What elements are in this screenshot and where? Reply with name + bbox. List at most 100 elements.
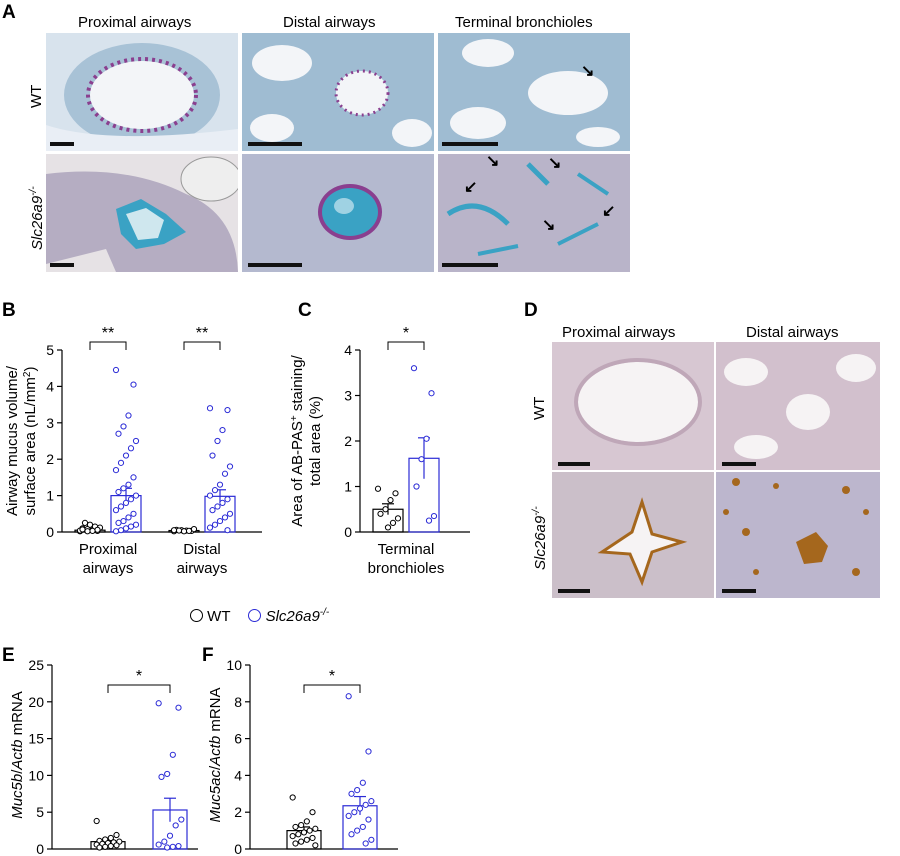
y-tick-label: 4 [46,378,54,394]
data-point [224,406,231,414]
y-tick-label: 25 [28,657,44,673]
data-point [132,521,140,528]
scale-bar [248,142,302,146]
data-point [170,527,178,534]
y-axis-label-gene: Muc5ac [207,770,224,823]
data-point [362,801,369,808]
data-point [120,485,127,492]
significance-label: * [329,668,335,685]
data-point [115,430,122,437]
data-point [354,827,361,834]
panel-a-col-distal: Distal airways [283,14,376,31]
data-point [130,510,137,517]
micrograph-d-ko-distal [716,472,880,598]
data-point [289,794,296,801]
data-point [175,842,182,850]
y-axis-label-gene: Actb [9,740,26,771]
data-point [125,412,132,419]
data-point [306,827,313,834]
data-point [81,519,89,526]
data-point [112,467,120,474]
data-point [94,526,101,533]
category-label: Proximal [79,541,137,558]
data-point [312,842,319,849]
data-point [392,490,399,497]
data-point [359,823,366,831]
significance-bracket [183,341,221,350]
data-point [125,481,132,488]
chart-b: 0 1 2 3 4 5 ** Proximal airways ** Distal airways Ai… [4,325,262,577]
data-point [309,809,316,816]
data-point [155,700,162,707]
data-point [394,515,402,522]
data-point [368,798,375,805]
y-tick-label: 10 [28,767,44,783]
panel-d-row-wt: WT [531,396,548,420]
data-point [117,503,125,510]
data-point [120,423,127,430]
data-point [96,844,103,851]
scale-bar [722,589,756,593]
significance-label: * [403,325,409,342]
data-point [209,452,216,459]
data-point [309,834,316,842]
data-point [122,452,130,459]
data-point [214,503,221,510]
significance-bracket [107,684,171,693]
panel-letter-f: F [202,645,214,666]
y-tick-label: 0 [234,841,242,856]
data-point [117,459,125,466]
chart-e: 0 5 10 15 20 25 * Muc5b/Actb mRNA [9,657,198,856]
data-point [164,770,171,778]
significance-bracket [303,684,361,693]
legend: WT Slc26a9-/- [190,607,329,625]
data-point [84,528,91,535]
y-tick-label: 2 [46,451,54,467]
data-point [224,496,231,503]
data-point [130,474,137,481]
panel-letter-a: A [2,2,16,23]
y-tick-label: 0 [46,524,54,540]
data-point [345,693,352,700]
data-point [113,831,120,839]
y-axis-label: Area of AB-PAS+ staining/ [289,354,306,526]
data-point [425,517,433,524]
y-tick-label: 3 [46,415,54,431]
y-axis-label-part: surface area (nL/mm [22,377,39,515]
panel-letter-e: E [2,645,15,666]
micrograph-d-wt-proximal [552,342,714,470]
data-point [164,844,171,851]
legend-ko-label: Slc26a9-/- [265,607,330,625]
y-tick-label: 15 [28,731,44,747]
data-point [224,527,231,534]
y-axis-label: Airway mucus volume/ [4,365,21,516]
micrograph-a-wt-proximal [46,33,238,151]
y-tick-label: 5 [46,342,54,358]
data-point [216,517,224,525]
data-point [374,485,382,492]
y-axis-label: Muc5b/Actb mRNA [9,691,26,819]
data-point [112,507,120,514]
legend-wt-label: WT [207,608,231,625]
y-axis-label-gene: Actb [207,736,224,767]
data-point [175,704,182,711]
y-tick-label: 2 [344,433,352,449]
data-point [206,524,214,531]
micrograph-a-wt-distal [242,33,434,151]
y-tick-label: 6 [234,731,242,747]
category-label: Distal [183,541,221,558]
y-tick-label: 8 [234,694,242,710]
y-axis-label: total area (%) [307,396,324,486]
data-point [214,437,221,445]
legend-wt-marker [190,609,203,622]
data-point [226,510,234,517]
y-tick-label: 1 [344,479,352,495]
data-point [122,499,130,506]
data-point [125,514,132,521]
micrograph-a-ko-proximal [46,154,238,272]
data-point [289,833,296,840]
arrow-icon: ↘ [581,63,595,80]
data-point [120,517,127,525]
y-axis-label-part: mRNA [9,691,26,739]
scale-bar [558,462,590,466]
